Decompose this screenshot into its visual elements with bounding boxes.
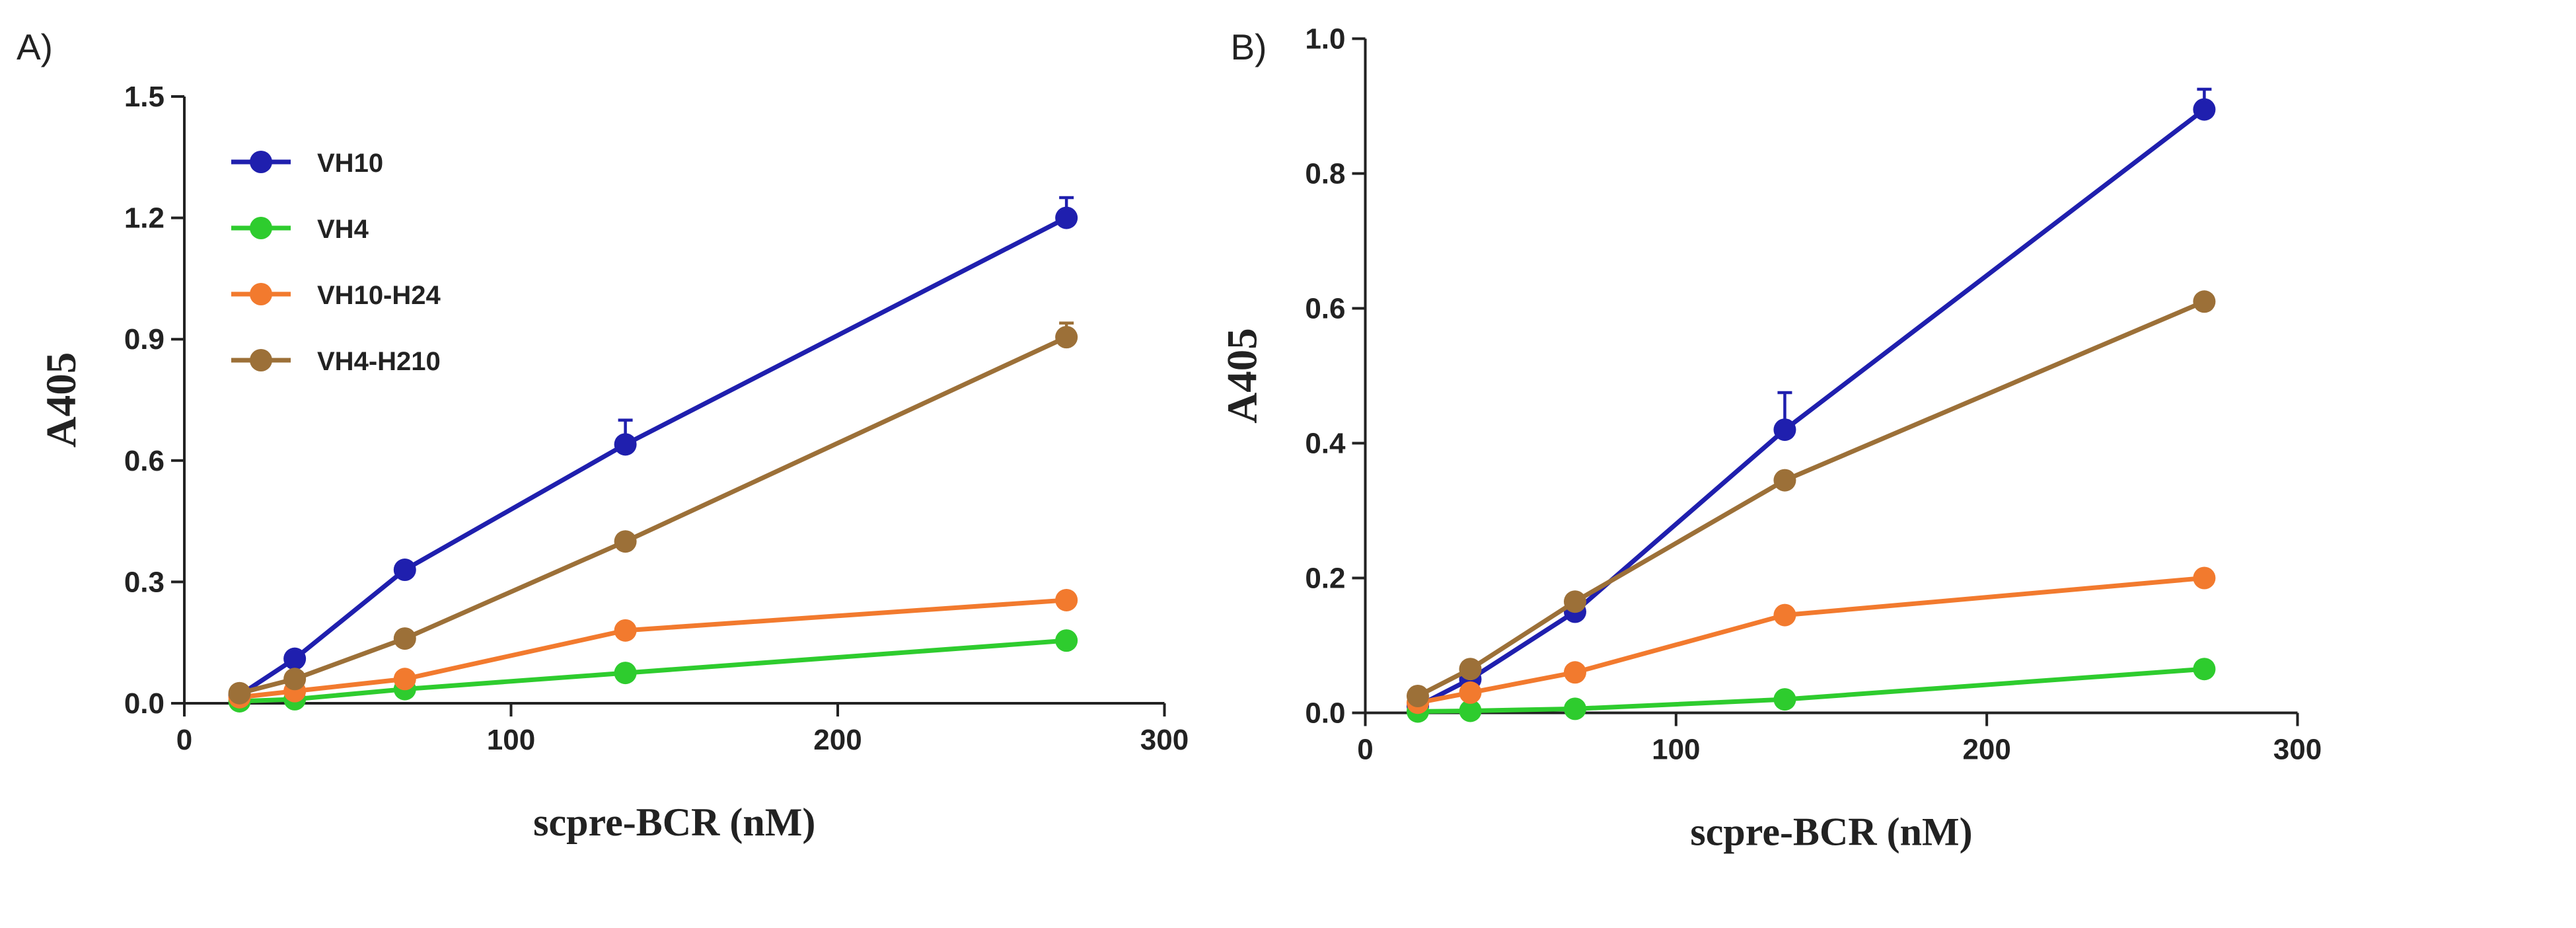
y-tick-label: 1.5	[124, 81, 165, 113]
panel-label: B)	[1231, 26, 1267, 67]
x-tick-label: 0	[176, 724, 192, 756]
data-point	[1055, 588, 1078, 611]
series-line	[1417, 666, 2205, 714]
data-point	[1563, 697, 1586, 720]
data-point	[1459, 699, 1482, 722]
data-point	[1459, 658, 1482, 681]
y-tick-label: 0.2	[1305, 562, 1345, 595]
data-point	[1773, 603, 1796, 627]
data-point	[1773, 418, 1796, 442]
y-tick-label: 0.0	[124, 687, 165, 720]
chart-panel-a: A) 0.0 0.3 0.6 0.9 1.2 1.5 0 100 200 300 scpre-BCR …	[17, 26, 1189, 844]
data-point	[1055, 629, 1078, 652]
legend-marker	[250, 217, 272, 239]
data-point	[1055, 326, 1078, 349]
data-point	[2193, 658, 2216, 681]
y-tick-label: 0.9	[124, 323, 165, 356]
series-3	[228, 321, 1078, 705]
panel-label: A)	[17, 26, 53, 67]
data-point	[2193, 98, 2216, 121]
legend-label: VH10-H24	[317, 281, 441, 310]
series-3	[1406, 290, 2216, 707]
y-tick-label: 0.6	[124, 445, 165, 477]
series-line	[239, 334, 1068, 696]
series-line	[1417, 576, 2205, 705]
y-tick-label: 0.8	[1305, 158, 1345, 190]
series-2	[1406, 566, 2216, 715]
x-tick-label: 200	[1962, 734, 2010, 766]
series-1	[228, 629, 1078, 713]
data-point	[614, 530, 637, 553]
x-tick-label: 200	[813, 724, 862, 756]
y-tick-label: 0.3	[124, 566, 165, 598]
data-point	[228, 681, 251, 705]
legend-label: VH10	[317, 149, 383, 178]
y-tick-label: 0.6	[1305, 293, 1345, 325]
x-tick-label: 0	[1357, 734, 1373, 766]
data-point	[614, 662, 637, 685]
data-point	[1459, 681, 1482, 704]
data-point	[283, 647, 307, 670]
legend-marker	[250, 151, 272, 173]
data-point	[1773, 688, 1796, 711]
data-point	[1563, 590, 1586, 613]
y-tick-label: 1.2	[124, 202, 165, 235]
x-tick-label: 300	[1140, 724, 1189, 756]
series-0	[1406, 87, 2216, 718]
data-point	[2193, 290, 2216, 313]
y-axis-title: A405	[1219, 328, 1267, 423]
x-axis-title: scpre-BCR (nM)	[533, 800, 815, 844]
legend-marker	[250, 349, 272, 371]
series-line	[1417, 107, 2206, 709]
x-tick-label: 300	[2273, 734, 2322, 766]
y-tick-label: 0.0	[1305, 697, 1345, 730]
data-point	[283, 668, 307, 691]
legend: VH10 VH4 VH10-H24 VH4-H210	[231, 149, 441, 376]
chart-panel-b: B) 0.0 0.2 0.4 0.6 0.8 1.0 0 100 200 300 scpre-BCR …	[1219, 23, 2322, 854]
data-point	[614, 619, 637, 642]
data-point	[2193, 566, 2216, 590]
x-axis-title: scpre-BCR (nM)	[1690, 810, 1972, 854]
figure-root: A) 0.0 0.3 0.6 0.9 1.2 1.5 0 100 200 300 scpre-BCR …	[17, 23, 2322, 854]
legend-label: VH4-H210	[317, 347, 441, 376]
data-point	[614, 433, 637, 456]
data-point	[1563, 661, 1586, 684]
legend-label: VH4	[317, 215, 369, 244]
data-point	[393, 559, 416, 582]
x-tick-label: 100	[487, 724, 535, 756]
series-1	[1406, 658, 2216, 723]
y-tick-label: 0.4	[1305, 428, 1346, 460]
series-line	[239, 638, 1067, 704]
data-point	[1055, 206, 1078, 229]
data-point	[393, 668, 416, 691]
data-point	[1406, 685, 1429, 707]
data-point	[393, 627, 416, 650]
y-axis-title: A405	[38, 352, 85, 447]
y-tick-label: 1.0	[1305, 23, 1345, 56]
data-point	[1773, 469, 1796, 492]
legend-marker	[250, 283, 272, 305]
x-tick-label: 100	[1652, 734, 1700, 766]
